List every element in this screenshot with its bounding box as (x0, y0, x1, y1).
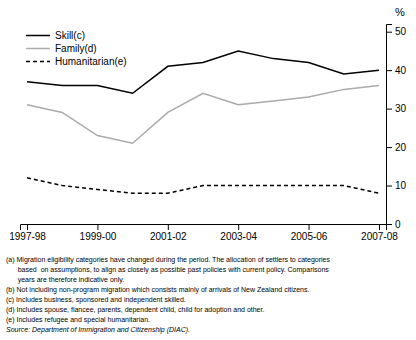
y-tick: 30 (386, 103, 407, 114)
y-tick: 50 (386, 26, 407, 37)
x-tick-mark (379, 224, 380, 230)
x-tick: 2005-06 (291, 224, 328, 242)
footnote: (e) Includes refugee and special humanit… (6, 316, 150, 324)
footnote: (d) Includes spouse, fiancee, parents, d… (6, 306, 264, 314)
y-tick-mark (386, 186, 392, 187)
x-tick-mark (309, 224, 310, 230)
legend-swatch (26, 35, 50, 37)
y-tick: 20 (386, 142, 407, 153)
y-tick: 10 (386, 180, 407, 191)
footnote: (a) Migration eligibility categories hav… (6, 256, 330, 264)
footnote: years are therefore indicative only. (6, 276, 124, 284)
legend: Skill(c) Family(d) Humanitarian(e) (26, 30, 127, 67)
legend-label: Family(d) (55, 43, 97, 54)
y-tick-mark (386, 224, 392, 225)
legend-label: Humanitarian(e) (55, 56, 127, 67)
x-tick-mark (27, 224, 28, 230)
legend-item: Skill(c) (26, 30, 85, 41)
lines (27, 51, 379, 193)
y-axis-line (387, 25, 393, 225)
legend-swatch (26, 61, 50, 63)
chart: 1997-98 1999-00 2001-02 2003-04 2005-06 2007-… (0, 0, 416, 340)
footnote: (c) Includes business, sponsored and ind… (6, 296, 186, 304)
x-axis: 1997-98 1999-00 2001-02 2003-04 2005-06 2007-… (9, 224, 398, 242)
x-tick: 2001-02 (150, 224, 187, 242)
x-tick-label: 1997-98 (9, 231, 46, 242)
x-tick-label: 1999-00 (80, 231, 117, 242)
x-axis-line (21, 225, 387, 231)
footnotes: (a) Migration eligibility categories hav… (6, 256, 330, 334)
y-tick-label: 10 (395, 180, 407, 191)
y-axis-label: % (395, 6, 405, 18)
y-tick-mark (386, 147, 392, 148)
x-tick: 1997-98 (9, 224, 46, 242)
y-tick: 0 (386, 219, 401, 230)
y-tick: 40 (386, 65, 407, 76)
y-tick-label: 20 (395, 142, 407, 153)
y-tick-mark (386, 70, 392, 71)
x-tick-label: 2003-04 (220, 231, 257, 242)
y-tick-label: 30 (395, 103, 407, 114)
y-tick-mark (386, 32, 392, 33)
x-tick: 1999-00 (80, 224, 117, 242)
series-line (27, 51, 379, 93)
footnote: based on assumptions, to align as closel… (6, 266, 329, 274)
y-tick-mark (386, 109, 392, 110)
plot: 1997-98 1999-00 2001-02 2003-04 2005-06 2007-… (9, 25, 406, 243)
x-tick: 2003-04 (220, 224, 257, 242)
x-tick-mark (238, 224, 239, 230)
y-tick-label: 40 (395, 65, 407, 76)
legend-item: Family(d) (26, 43, 97, 54)
x-tick-mark (168, 224, 169, 230)
legend-swatch (26, 48, 50, 50)
x-tick-label: 2005-06 (291, 231, 328, 242)
series-line (27, 178, 379, 193)
footnote: Source: Department of Immigration and Ci… (6, 326, 190, 334)
legend-item: Humanitarian(e) (26, 56, 127, 67)
legend-label: Skill(c) (55, 30, 85, 41)
y-axis: 0 10 20 30 40 50 (386, 25, 407, 230)
series-line (27, 86, 379, 144)
y-tick-label: 0 (395, 219, 401, 230)
x-tick: 2007-08 (361, 224, 398, 242)
x-tick-label: 2007-08 (361, 231, 398, 242)
y-tick-label: 50 (395, 26, 407, 37)
footnote: (b) Not including non-program migration … (6, 286, 310, 294)
x-tick-label: 2001-02 (150, 231, 187, 242)
x-tick-mark (97, 224, 98, 230)
